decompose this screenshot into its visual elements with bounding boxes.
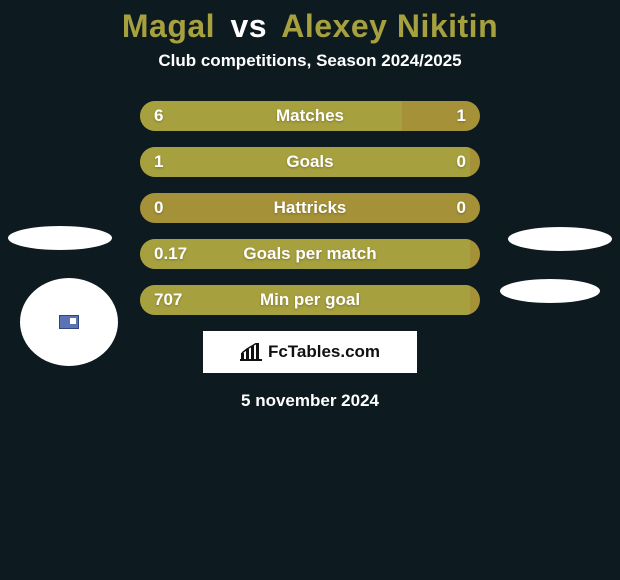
stats-column: 6 Matches 1 1 Goals 0 0 Hattricks 0 0.17… bbox=[140, 101, 480, 315]
stat-bar-matches: 6 Matches 1 bbox=[140, 101, 480, 131]
stat-bar-hattricks: 0 Hattricks 0 bbox=[140, 193, 480, 223]
stat-bar-goals-per-match: 0.17 Goals per match bbox=[140, 239, 480, 269]
bar-chart-icon bbox=[240, 343, 262, 361]
decorative-circle-left bbox=[20, 278, 118, 366]
title-player-left: Magal bbox=[122, 8, 215, 44]
stat-label: Min per goal bbox=[140, 285, 480, 315]
stat-label: Hattricks bbox=[140, 193, 480, 223]
main-area: 6 Matches 1 1 Goals 0 0 Hattricks 0 0.17… bbox=[0, 101, 620, 411]
title-player-right: Alexey Nikitin bbox=[281, 8, 498, 44]
brand-badge: FcTables.com bbox=[203, 331, 417, 373]
title-vs: vs bbox=[230, 8, 267, 44]
stat-value-right: 0 bbox=[457, 147, 466, 177]
decorative-ellipse-left-top bbox=[8, 226, 112, 250]
stat-label: Goals bbox=[140, 147, 480, 177]
footer-date: 5 november 2024 bbox=[0, 391, 620, 411]
flag-icon bbox=[59, 315, 79, 329]
decorative-ellipse-right-mid bbox=[500, 279, 600, 303]
stat-label: Goals per match bbox=[140, 239, 480, 269]
decorative-ellipse-right-top bbox=[508, 227, 612, 251]
brand-text: FcTables.com bbox=[268, 342, 380, 362]
stat-bar-goals: 1 Goals 0 bbox=[140, 147, 480, 177]
stat-bar-min-per-goal: 707 Min per goal bbox=[140, 285, 480, 315]
page-title: Magal vs Alexey Nikitin bbox=[0, 8, 620, 45]
subtitle: Club competitions, Season 2024/2025 bbox=[0, 51, 620, 71]
stat-value-right: 0 bbox=[457, 193, 466, 223]
root-container: Magal vs Alexey Nikitin Club competition… bbox=[0, 0, 620, 411]
stat-value-right: 1 bbox=[457, 101, 466, 131]
stat-label: Matches bbox=[140, 101, 480, 131]
